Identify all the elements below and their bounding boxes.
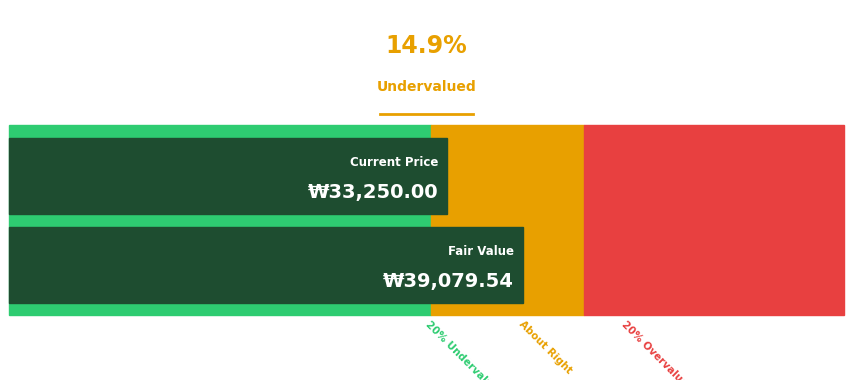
Bar — [583, 125, 843, 315]
Text: ₩39,079.54: ₩39,079.54 — [383, 272, 514, 291]
Text: Fair Value: Fair Value — [447, 245, 514, 258]
Text: ₩33,250.00: ₩33,250.00 — [308, 183, 438, 202]
Text: 20% Overvalued: 20% Overvalued — [619, 319, 694, 380]
Text: Undervalued: Undervalued — [377, 81, 475, 94]
Text: 14.9%: 14.9% — [385, 33, 467, 58]
Text: 20% Undervalued: 20% Undervalued — [423, 319, 504, 380]
Bar — [9, 226, 522, 303]
Text: About Right: About Right — [516, 319, 573, 376]
Text: Current Price: Current Price — [350, 156, 438, 169]
Bar — [9, 138, 446, 214]
Bar — [9, 125, 430, 315]
Bar — [430, 125, 583, 315]
